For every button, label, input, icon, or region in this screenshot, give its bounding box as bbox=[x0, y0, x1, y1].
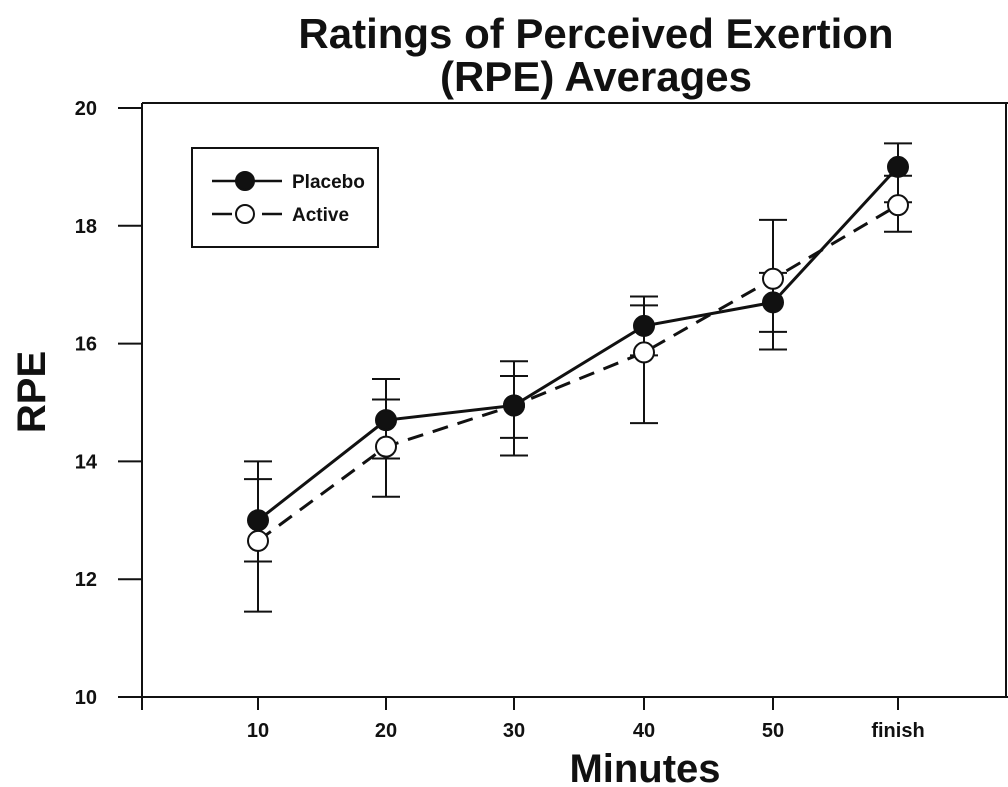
chart-title-line1: Ratings of Perceived Exertion bbox=[298, 10, 893, 57]
marker-placebo-40 bbox=[633, 314, 655, 337]
legend-marker-active bbox=[235, 204, 255, 224]
x-tick-label-30: 30 bbox=[503, 720, 525, 742]
y-tick-label-20: 20 bbox=[75, 98, 97, 120]
y-tick-label-14: 14 bbox=[75, 451, 98, 473]
x-tick-label-finish: finish bbox=[871, 720, 924, 742]
series-line-placebo bbox=[257, 165, 900, 522]
marker-placebo-10 bbox=[247, 509, 269, 532]
x-tick-label-10: 10 bbox=[247, 720, 269, 742]
legend-label-active: Active bbox=[292, 205, 349, 226]
x-tick-label-50: 50 bbox=[762, 720, 784, 742]
legend-marker-placebo bbox=[235, 171, 255, 191]
marker-placebo-30 bbox=[503, 394, 525, 417]
chart-title-line2: (RPE) Averages bbox=[440, 53, 752, 100]
y-axis-title: RPE bbox=[10, 351, 54, 433]
marker-placebo-finish bbox=[887, 155, 909, 178]
data-markers bbox=[247, 155, 909, 552]
marker-active-20 bbox=[375, 435, 397, 458]
legend: Placebo Active bbox=[191, 147, 379, 248]
axis-ticks: 10 12 14 16 18 20 10 20 30 40 50 finish bbox=[75, 98, 925, 742]
y-tick-label-10: 10 bbox=[75, 687, 97, 709]
x-axis-title: Minutes bbox=[569, 747, 720, 787]
plot-frame bbox=[118, 102, 1008, 698]
y-tick-label-12: 12 bbox=[75, 569, 97, 591]
marker-active-50 bbox=[762, 267, 784, 290]
series-lines bbox=[257, 165, 900, 543]
y-tick-label-18: 18 bbox=[75, 216, 97, 238]
y-tick-label-16: 16 bbox=[75, 334, 97, 356]
legend-box bbox=[191, 147, 379, 248]
marker-active-10 bbox=[247, 529, 269, 552]
marker-active-finish bbox=[887, 194, 909, 217]
x-tick-label-40: 40 bbox=[633, 720, 655, 742]
legend-label-placebo: Placebo bbox=[292, 172, 365, 193]
marker-active-40 bbox=[633, 341, 655, 364]
x-tick-label-20: 20 bbox=[375, 720, 397, 742]
marker-placebo-20 bbox=[375, 409, 397, 432]
series-line-active bbox=[257, 203, 899, 543]
marker-placebo-50 bbox=[762, 291, 784, 314]
